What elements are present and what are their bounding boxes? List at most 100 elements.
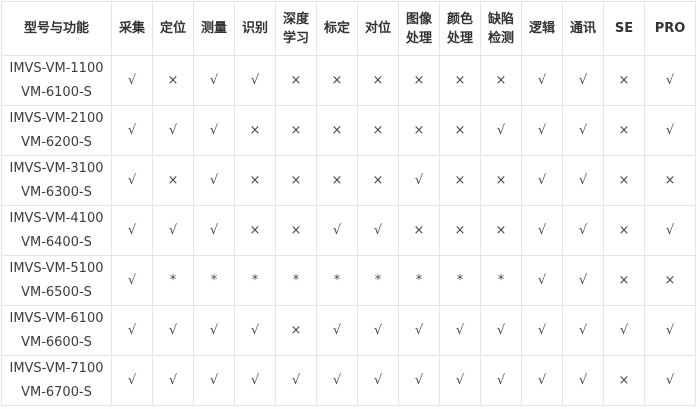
feature-value-cell: × — [603, 205, 645, 256]
model-cell: IMVS-VM-3100 VM-6300-S — [1, 155, 112, 206]
feature-value-cell: √ — [439, 355, 481, 406]
feature-value-cell: × — [152, 155, 194, 206]
feature-value-cell: × — [603, 355, 645, 406]
feature-value-cell: * — [439, 255, 481, 306]
model-cell: IMVS-VM-1100 VM-6100-S — [1, 55, 112, 106]
feature-value-cell: √ — [521, 255, 563, 306]
feature-value-cell: √ — [357, 305, 399, 356]
feature-value-cell: √ — [152, 355, 194, 406]
header-pro: PRO — [644, 1, 696, 56]
feature-value-cell: √ — [234, 55, 276, 106]
feature-value-cell: √ — [644, 205, 696, 256]
feature-value-cell: × — [480, 205, 522, 256]
header-se: SE — [603, 1, 645, 56]
feature-value-cell: × — [275, 105, 317, 156]
feature-value-cell: × — [603, 105, 645, 156]
feature-value-cell: × — [439, 105, 481, 156]
model-cell: IMVS-VM-6100 VM-6600-S — [1, 305, 112, 356]
feature-value-cell: × — [357, 105, 399, 156]
feature-value-cell: * — [357, 255, 399, 306]
header-recognition: 识别 — [234, 1, 276, 56]
feature-value-cell: √ — [439, 305, 481, 356]
header-measurement: 测量 — [193, 1, 235, 56]
feature-value-cell: √ — [111, 105, 153, 156]
feature-value-cell: × — [398, 55, 440, 106]
feature-value-cell: × — [316, 105, 358, 156]
feature-value-cell: √ — [398, 155, 440, 206]
feature-value-cell: × — [480, 55, 522, 106]
header-communication: 通讯 — [562, 1, 604, 56]
header-alignment: 对位 — [357, 1, 399, 56]
feature-value-cell: √ — [562, 105, 604, 156]
header-acquisition: 采集 — [111, 1, 153, 56]
feature-value-cell: × — [398, 105, 440, 156]
header-image-processing: 图像 处理 — [398, 1, 440, 56]
feature-value-cell: √ — [562, 155, 604, 206]
header-logic: 逻辑 — [521, 1, 563, 56]
feature-value-cell: √ — [111, 255, 153, 306]
table-header: 型号与功能 采集 定位 测量 识别 深度 学习 标定 对位 图像 处理 颜色 处… — [1, 1, 696, 56]
feature-value-cell: × — [234, 205, 276, 256]
feature-value-cell: √ — [234, 355, 276, 406]
feature-value-cell: × — [234, 155, 276, 206]
feature-value-cell: √ — [398, 355, 440, 406]
feature-value-cell: * — [152, 255, 194, 306]
feature-value-cell: √ — [562, 255, 604, 306]
feature-value-cell: × — [439, 205, 481, 256]
feature-value-cell: √ — [316, 305, 358, 356]
table-row: IMVS-VM-6100 VM-6600-S √ √ √ √ × √ √ √ √ √ √ √ √ √ — [1, 305, 696, 356]
feature-value-cell: √ — [193, 55, 235, 106]
feature-value-cell: √ — [480, 105, 522, 156]
feature-value-cell: × — [603, 55, 645, 106]
table-row: IMVS-VM-4100 VM-6400-S √ √ √ × × √ √ × × × √ √ × √ — [1, 205, 696, 256]
table-row: IMVS-VM-5100 VM-6500-S √ * * * * * * * * * √ √ × × — [1, 255, 696, 306]
feature-value-cell: × — [316, 155, 358, 206]
feature-value-cell: × — [603, 255, 645, 306]
feature-value-cell: √ — [644, 305, 696, 356]
feature-value-cell: × — [398, 205, 440, 256]
feature-value-cell: √ — [316, 355, 358, 406]
feature-value-cell: √ — [193, 355, 235, 406]
model-cell: IMVS-VM-2100 VM-6200-S — [1, 105, 112, 156]
feature-value-cell: × — [275, 205, 317, 256]
feature-value-cell: √ — [562, 305, 604, 356]
model-cell: IMVS-VM-5100 VM-6500-S — [1, 255, 112, 306]
feature-value-cell: √ — [480, 305, 522, 356]
feature-value-cell: √ — [316, 205, 358, 256]
feature-value-cell: × — [275, 55, 317, 106]
feature-value-cell: √ — [521, 105, 563, 156]
feature-value-cell: √ — [234, 305, 276, 356]
feature-value-cell: × — [275, 155, 317, 206]
feature-value-cell: √ — [644, 105, 696, 156]
feature-value-cell: √ — [562, 355, 604, 406]
table-row: IMVS-VM-1100 VM-6100-S √ × √ √ × × × × × × √ √ × √ — [1, 55, 696, 106]
feature-value-cell: √ — [111, 55, 153, 106]
table-row: IMVS-VM-7100 VM-6700-S √ √ √ √ √ √ √ √ √ √ √ √ × √ — [1, 355, 696, 406]
header-calibration: 标定 — [316, 1, 358, 56]
feature-value-cell: * — [193, 255, 235, 306]
feature-value-cell: √ — [521, 55, 563, 106]
feature-value-cell: √ — [644, 355, 696, 406]
feature-value-cell: √ — [521, 205, 563, 256]
feature-value-cell: √ — [398, 305, 440, 356]
model-cell: IMVS-VM-7100 VM-6700-S — [1, 355, 112, 406]
feature-value-cell: √ — [111, 155, 153, 206]
header-model-function: 型号与功能 — [1, 1, 112, 56]
header-row: 型号与功能 采集 定位 测量 识别 深度 学习 标定 对位 图像 处理 颜色 处… — [1, 1, 696, 56]
feature-value-cell: × — [152, 55, 194, 106]
feature-value-cell: × — [234, 105, 276, 156]
feature-value-cell: × — [357, 55, 399, 106]
feature-value-cell: * — [234, 255, 276, 306]
feature-value-cell: √ — [562, 55, 604, 106]
feature-value-cell: √ — [193, 205, 235, 256]
feature-value-cell: * — [275, 255, 317, 306]
feature-value-cell: √ — [193, 305, 235, 356]
feature-value-cell: × — [357, 155, 399, 206]
feature-value-cell: √ — [644, 55, 696, 106]
feature-value-cell: × — [316, 55, 358, 106]
model-cell: IMVS-VM-4100 VM-6400-S — [1, 205, 112, 256]
feature-value-cell: √ — [480, 355, 522, 406]
feature-value-cell: √ — [152, 205, 194, 256]
header-deep-learning: 深度 学习 — [275, 1, 317, 56]
